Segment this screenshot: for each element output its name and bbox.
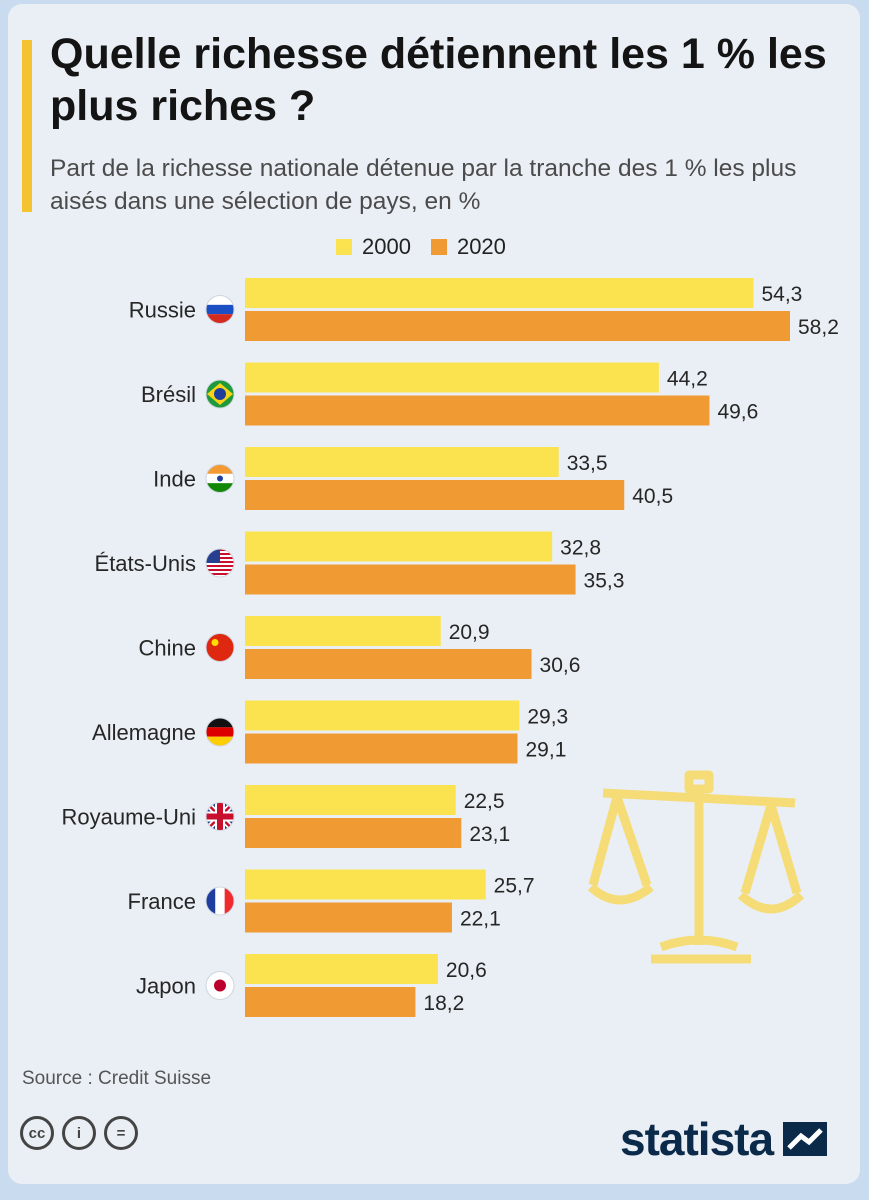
bar-2020 — [245, 987, 416, 1017]
scales-of-justice-icon — [587, 770, 805, 964]
data-label-2000: 44,2 — [667, 368, 708, 391]
bar-2020 — [245, 818, 462, 848]
category-label: Inde — [153, 467, 196, 492]
category-label: Russie — [129, 298, 196, 323]
chart-subtitle: Part de la richesse nationale détenue pa… — [50, 155, 797, 215]
bar-2000 — [245, 362, 659, 393]
category-label: Chine — [139, 636, 196, 661]
legend-label-2000: 2000 — [362, 234, 411, 259]
category-label: France — [128, 889, 196, 914]
cc-icon: cc — [20, 1116, 54, 1150]
data-label-2020: 30,6 — [540, 654, 581, 677]
usa-flag-icon — [205, 548, 235, 578]
legend-item-2000: 2000 — [336, 234, 411, 260]
germany-flag-icon — [205, 717, 235, 747]
category-label: Royaume-Uni — [62, 805, 197, 830]
bar-2000 — [245, 869, 486, 900]
data-label-2000: 33,5 — [567, 452, 608, 475]
legend-item-2020: 2020 — [430, 234, 506, 260]
data-label-2020: 58,2 — [798, 316, 839, 339]
license-icons: cc i = — [20, 1116, 146, 1150]
statista-mark-icon — [783, 1122, 828, 1156]
data-label-2000: 54,3 — [761, 283, 802, 306]
nd-icon: = — [104, 1116, 138, 1150]
brand-name: statista — [620, 1113, 774, 1165]
data-label-2000: 22,5 — [464, 790, 505, 813]
bar-2000 — [245, 954, 438, 984]
japan-flag-icon — [205, 971, 235, 1000]
data-label-2020: 18,2 — [423, 992, 464, 1015]
legend-swatch-2000 — [336, 239, 352, 255]
title-accent-bar — [22, 40, 32, 212]
category-label: Allemagne — [92, 720, 196, 745]
bar-2020 — [245, 649, 532, 679]
data-label-2020: 23,1 — [469, 823, 510, 846]
data-label-2020: 49,6 — [717, 401, 758, 424]
india-flag-icon — [205, 464, 235, 493]
chart-title: Quelle richesse détiennent les 1 % les p… — [50, 30, 827, 130]
bar-2020 — [245, 733, 518, 764]
bar-2020 — [245, 395, 710, 426]
data-label-2020: 35,3 — [584, 570, 625, 593]
bar-2000 — [245, 278, 754, 308]
data-label-2020: 22,1 — [460, 908, 501, 931]
statista-logo: statista — [620, 1112, 828, 1166]
bar-2000 — [245, 531, 553, 562]
bar-2020 — [245, 902, 452, 933]
category-label: Japon — [136, 974, 196, 999]
data-label-2020: 40,5 — [632, 485, 673, 508]
brazil-flag-icon — [205, 379, 235, 409]
data-label-2000: 20,9 — [449, 621, 490, 644]
bar-2020 — [245, 564, 576, 595]
uk-flag-icon — [205, 802, 235, 831]
russia-flag-icon — [205, 295, 235, 324]
bar-2000 — [245, 700, 520, 731]
by-icon: i — [62, 1116, 96, 1150]
data-label-2000: 32,8 — [560, 537, 601, 560]
data-label-2020: 29,1 — [526, 739, 567, 762]
legend-swatch-2020 — [430, 239, 447, 255]
category-label: Brésil — [141, 382, 196, 407]
bar-2000 — [245, 616, 441, 646]
bar-2000 — [245, 785, 456, 815]
france-flag-icon — [205, 886, 235, 916]
bar-2020 — [245, 480, 625, 510]
bar-2000 — [245, 447, 559, 477]
data-label-2000: 20,6 — [446, 959, 487, 982]
legend-label-2020: 2020 — [456, 234, 506, 259]
data-label-2000: 29,3 — [527, 706, 568, 729]
bar-chart: Russie 54,3 58,2 Brésil 44,2 49,6 Inde 33,5 40,5… — [62, 278, 839, 1017]
bar-2020 — [245, 311, 790, 341]
data-label-2000: 25,7 — [494, 875, 535, 898]
chart-legend: 2000 2020 — [336, 234, 526, 260]
source-note: Source : Credit Suisse — [22, 1068, 212, 1089]
china-flag-icon — [205, 633, 235, 662]
category-label: États-Unis — [95, 551, 196, 576]
